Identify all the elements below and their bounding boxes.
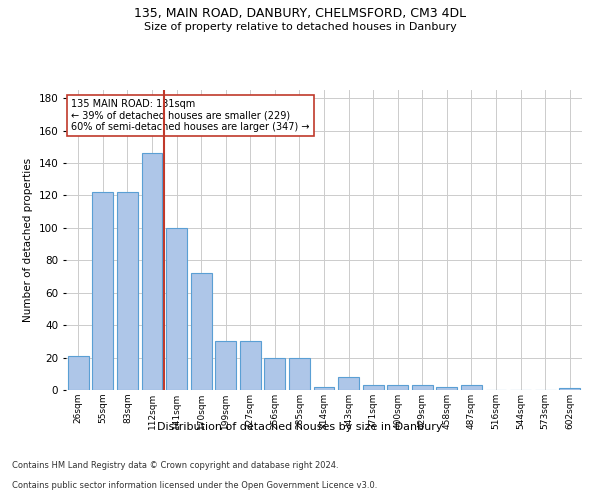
Text: 135, MAIN ROAD, DANBURY, CHELMSFORD, CM3 4DL: 135, MAIN ROAD, DANBURY, CHELMSFORD, CM3… xyxy=(134,8,466,20)
Bar xyxy=(117,192,138,390)
Text: 135 MAIN ROAD: 131sqm
← 39% of detached houses are smaller (229)
60% of semi-det: 135 MAIN ROAD: 131sqm ← 39% of detached … xyxy=(71,99,310,132)
Bar xyxy=(166,228,187,390)
Text: Distribution of detached houses by size in Danbury: Distribution of detached houses by size … xyxy=(157,422,443,432)
Bar xyxy=(314,387,334,390)
Bar xyxy=(387,385,408,390)
Bar xyxy=(436,387,457,390)
Bar xyxy=(461,385,482,390)
Y-axis label: Number of detached properties: Number of detached properties xyxy=(23,158,33,322)
Bar xyxy=(191,273,212,390)
Bar xyxy=(68,356,89,390)
Bar xyxy=(215,342,236,390)
Bar xyxy=(338,377,359,390)
Bar xyxy=(92,192,113,390)
Text: Contains public sector information licensed under the Open Government Licence v3: Contains public sector information licen… xyxy=(12,481,377,490)
Bar xyxy=(142,153,163,390)
Text: Size of property relative to detached houses in Danbury: Size of property relative to detached ho… xyxy=(143,22,457,32)
Bar xyxy=(362,385,383,390)
Bar xyxy=(240,342,261,390)
Bar xyxy=(412,385,433,390)
Bar xyxy=(265,358,286,390)
Bar xyxy=(559,388,580,390)
Bar xyxy=(289,358,310,390)
Text: Contains HM Land Registry data © Crown copyright and database right 2024.: Contains HM Land Registry data © Crown c… xyxy=(12,461,338,470)
